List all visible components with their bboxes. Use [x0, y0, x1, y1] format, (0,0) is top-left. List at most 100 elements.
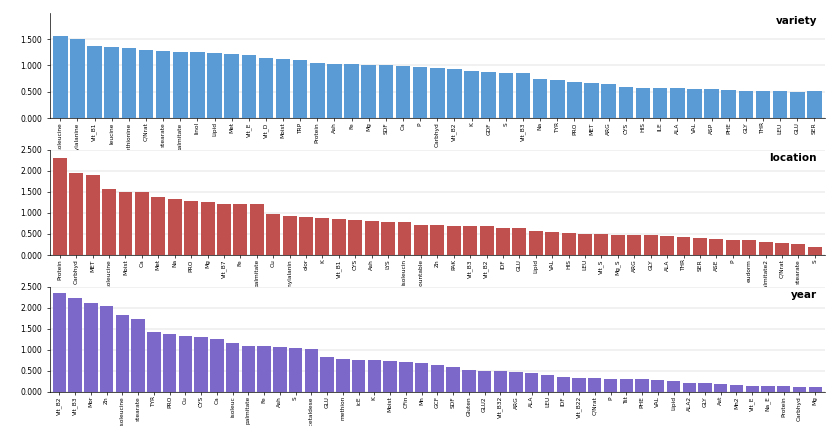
- Bar: [383, 361, 397, 392]
- Bar: [604, 379, 617, 392]
- Bar: [567, 82, 581, 118]
- Bar: [446, 225, 461, 255]
- Bar: [704, 89, 719, 118]
- Bar: [379, 66, 393, 118]
- Bar: [529, 230, 543, 255]
- Bar: [710, 239, 723, 255]
- Bar: [556, 377, 570, 392]
- Bar: [337, 359, 350, 392]
- Bar: [667, 381, 681, 392]
- Bar: [217, 204, 231, 255]
- Bar: [481, 72, 496, 118]
- Bar: [52, 293, 66, 392]
- Bar: [676, 237, 691, 255]
- Bar: [533, 79, 547, 118]
- Bar: [739, 91, 753, 118]
- Bar: [69, 173, 83, 255]
- Bar: [525, 373, 538, 392]
- Bar: [619, 86, 633, 118]
- Bar: [791, 245, 806, 255]
- Bar: [620, 379, 633, 392]
- Bar: [698, 383, 711, 392]
- Bar: [807, 91, 821, 118]
- Bar: [777, 386, 791, 392]
- Bar: [362, 65, 376, 118]
- Bar: [173, 52, 187, 118]
- Bar: [431, 365, 444, 392]
- Bar: [636, 88, 651, 118]
- Bar: [773, 91, 787, 118]
- Bar: [682, 383, 696, 392]
- Bar: [122, 48, 136, 118]
- Bar: [163, 334, 177, 392]
- Bar: [578, 234, 592, 255]
- Bar: [627, 235, 641, 255]
- Text: variety: variety: [776, 16, 817, 26]
- Bar: [464, 71, 479, 118]
- Bar: [687, 89, 701, 118]
- Bar: [118, 192, 132, 255]
- Bar: [790, 92, 805, 118]
- Bar: [305, 349, 318, 392]
- Bar: [316, 219, 329, 255]
- Bar: [87, 46, 102, 118]
- Bar: [714, 384, 727, 392]
- Bar: [179, 336, 192, 392]
- Bar: [116, 315, 129, 392]
- Bar: [809, 387, 822, 392]
- Bar: [102, 189, 116, 255]
- Bar: [494, 371, 507, 392]
- Bar: [233, 204, 247, 255]
- Bar: [332, 219, 346, 255]
- Bar: [541, 375, 554, 392]
- Bar: [430, 68, 445, 118]
- Bar: [793, 387, 806, 392]
- Bar: [321, 357, 334, 392]
- Text: location: location: [770, 153, 817, 163]
- Bar: [415, 363, 428, 392]
- Bar: [327, 64, 342, 118]
- Bar: [104, 47, 119, 118]
- Bar: [670, 88, 685, 118]
- Bar: [135, 192, 149, 255]
- Bar: [86, 175, 100, 255]
- Bar: [447, 69, 461, 118]
- Bar: [207, 53, 222, 118]
- Bar: [68, 298, 82, 392]
- Bar: [431, 225, 444, 255]
- Bar: [53, 37, 67, 118]
- Bar: [224, 54, 239, 118]
- Bar: [588, 378, 601, 392]
- Bar: [299, 217, 313, 255]
- Bar: [414, 225, 428, 255]
- Bar: [344, 64, 359, 118]
- Bar: [499, 73, 513, 118]
- Bar: [756, 91, 771, 118]
- Bar: [367, 360, 381, 392]
- Bar: [726, 240, 740, 255]
- Bar: [365, 222, 379, 255]
- Bar: [201, 202, 215, 255]
- Bar: [595, 234, 608, 255]
- Bar: [761, 386, 775, 392]
- Bar: [721, 90, 736, 118]
- Bar: [397, 222, 412, 255]
- Bar: [257, 346, 271, 392]
- Bar: [273, 347, 287, 392]
- Bar: [509, 372, 523, 392]
- Bar: [190, 52, 205, 118]
- Bar: [808, 247, 822, 255]
- Bar: [584, 83, 599, 118]
- Bar: [194, 337, 207, 392]
- Bar: [132, 320, 145, 392]
- Bar: [550, 80, 565, 118]
- Bar: [242, 55, 256, 118]
- Bar: [276, 59, 291, 118]
- Bar: [693, 238, 707, 255]
- Bar: [226, 343, 239, 392]
- Text: year: year: [791, 290, 817, 300]
- Bar: [352, 360, 366, 392]
- Bar: [480, 226, 493, 255]
- Bar: [147, 332, 161, 392]
- Bar: [742, 240, 756, 255]
